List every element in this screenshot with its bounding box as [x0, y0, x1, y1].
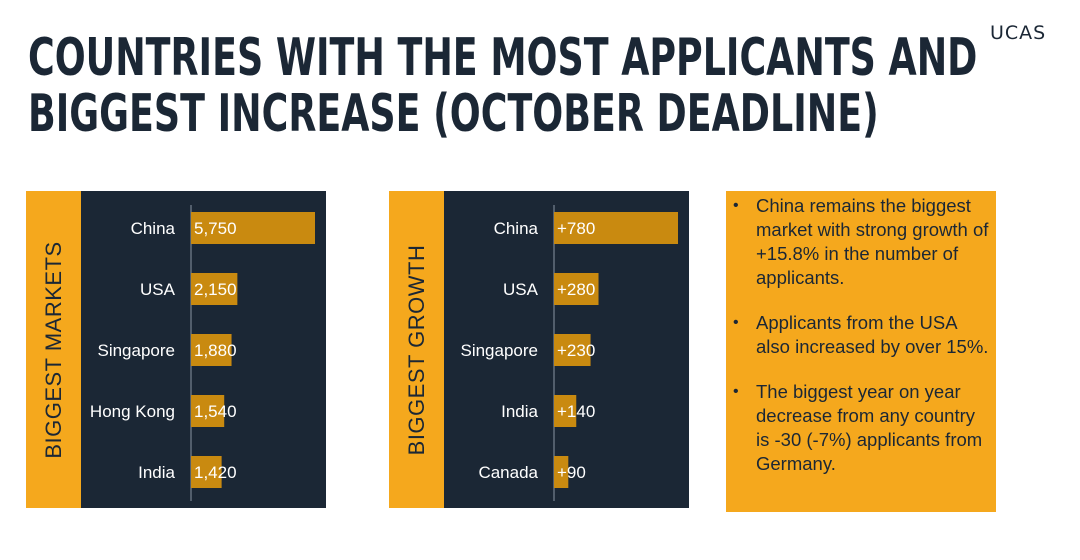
biggest-markets-bar: [191, 212, 315, 244]
biggest-growth-bar: [554, 456, 569, 488]
biggest-markets-category-label: Singapore: [97, 341, 175, 360]
biggest-growth-bar: [554, 395, 577, 427]
biggest-markets-category-label: Hong Kong: [90, 402, 175, 421]
biggest-markets-bar: [191, 334, 232, 366]
biggest-growth-value-label: +90: [557, 463, 586, 482]
biggest-markets-title: BIGGEST MARKETS: [40, 240, 66, 459]
biggest-markets-chart: BIGGEST MARKETS China 5,750 USA 2,150 Singap…: [26, 191, 326, 508]
finding-china: China remains the biggest market with st…: [730, 194, 992, 290]
biggest-markets-bar: [191, 395, 225, 427]
biggest-markets-value-label: 1,420: [194, 463, 237, 482]
key-findings-panel: China remains the biggest market with st…: [726, 191, 996, 512]
biggest-growth-category-label: Singapore: [460, 341, 538, 360]
page-title-line-1: COUNTRIES WITH THE MOST APPLICANTS AND: [28, 28, 978, 88]
page-title-line-2: BIGGEST INCREASE (OCTOBER DEADLINE): [28, 84, 879, 144]
biggest-markets-category-label: China: [131, 219, 176, 238]
finding-germany: The biggest year on year decrease from a…: [730, 380, 992, 476]
biggest-growth-category-label: USA: [503, 280, 539, 299]
biggest-growth-category-label: Canada: [478, 463, 538, 482]
biggest-growth-title: BIGGEST GROWTH: [403, 244, 429, 455]
biggest-growth-value-label: +230: [557, 341, 595, 360]
biggest-markets-value-label: 1,540: [194, 402, 237, 421]
finding-usa: Applicants from the USA also increased b…: [730, 311, 992, 359]
biggest-markets-bars: China 5,750 USA 2,150 Singapore 1,880 Hong Kon…: [90, 205, 315, 501]
page-title: COUNTRIES WITH THE MOST APPLICANTS AND B…: [28, 30, 977, 142]
biggest-markets-side-label: BIGGEST MARKETS: [26, 191, 81, 508]
biggest-growth-side-label: BIGGEST GROWTH: [389, 191, 444, 508]
biggest-markets-bar: [191, 456, 222, 488]
key-findings-list: China remains the biggest market with st…: [730, 194, 992, 476]
biggest-growth-bar: [554, 212, 678, 244]
biggest-growth-chart: BIGGEST GROWTH China +780 USA +280 Singapore…: [389, 191, 689, 508]
biggest-growth-bar: [554, 334, 591, 366]
biggest-markets-value-label: 1,880: [194, 341, 237, 360]
biggest-markets-category-label: USA: [140, 280, 176, 299]
biggest-markets-value-label: 5,750: [194, 219, 237, 238]
ucas-logo: UCAS: [990, 22, 1047, 44]
biggest-growth-bar: [554, 273, 599, 305]
biggest-growth-value-label: +140: [557, 402, 595, 421]
biggest-markets-bar: [191, 273, 238, 305]
biggest-growth-category-label: China: [494, 219, 539, 238]
biggest-growth-value-label: +780: [557, 219, 595, 238]
biggest-markets-value-label: 2,150: [194, 280, 237, 299]
biggest-growth-value-label: +280: [557, 280, 595, 299]
biggest-growth-bars: China +780 USA +280 Singapore +230 India +140 Ca…: [460, 205, 678, 501]
biggest-growth-category-label: India: [501, 402, 538, 421]
biggest-markets-category-label: India: [138, 463, 175, 482]
